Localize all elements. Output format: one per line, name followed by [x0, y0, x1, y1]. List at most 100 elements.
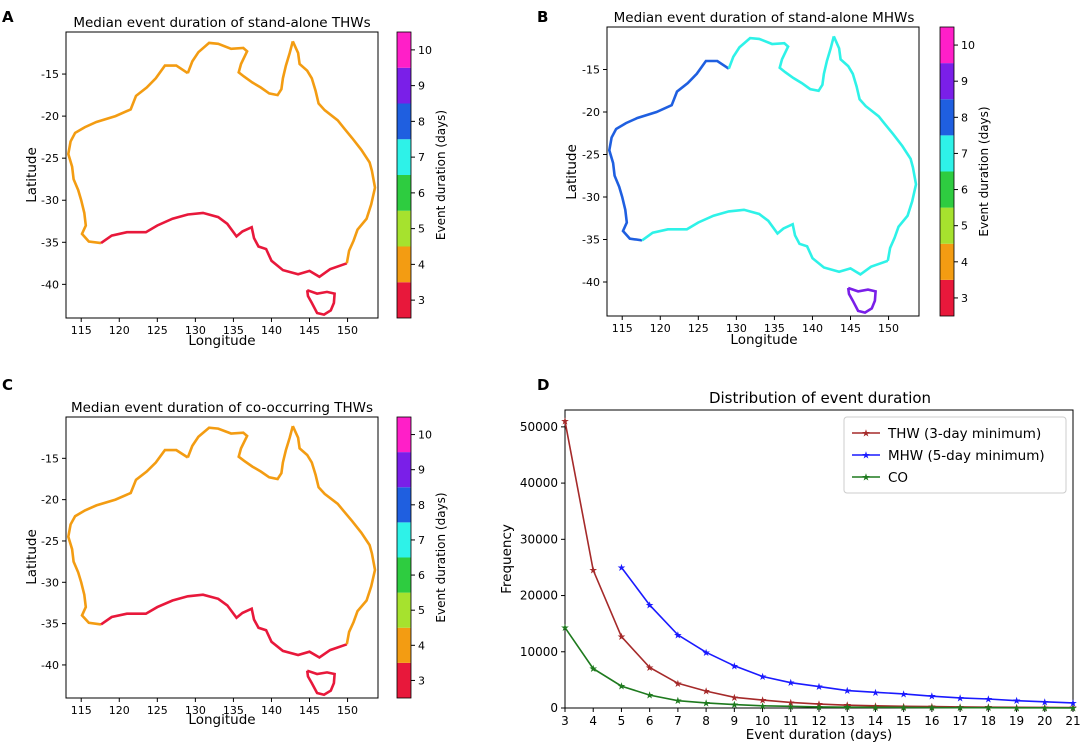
coastline-north — [186, 425, 295, 481]
map-title: Median event duration of stand-alone THW… — [73, 15, 370, 31]
coastline-north — [186, 40, 295, 97]
data-point: ★ — [843, 703, 852, 714]
map-xlabel: Longitude — [188, 333, 255, 349]
x-tick-label: 5 — [618, 714, 626, 728]
x-tick-label: 3 — [561, 714, 569, 728]
data-point: ★ — [673, 679, 682, 690]
map-panel-b: Median event duration of stand-alone MHW… — [564, 10, 991, 348]
colorbar-segment — [397, 103, 411, 140]
data-point: ★ — [702, 687, 711, 698]
data-point: ★ — [786, 698, 795, 709]
colorbar-tick-label: 3 — [961, 292, 968, 305]
chart-title: Distribution of event duration — [709, 389, 931, 407]
data-point: ★ — [815, 682, 824, 693]
legend-box — [843, 416, 1067, 494]
y-tick-label: -15 — [582, 64, 600, 77]
data-point: ★ — [758, 672, 767, 683]
map-panel-c: Median event duration of co-occurring TH… — [24, 400, 448, 728]
coastline-south — [100, 211, 348, 279]
x-tick-label: 135 — [764, 322, 785, 335]
x-tick-label: 150 — [337, 704, 358, 717]
data-point: ★ — [617, 563, 626, 574]
colorbar-segment — [397, 592, 411, 628]
colorbar-segment — [397, 417, 411, 453]
colorbar-tick-label: 5 — [961, 220, 968, 233]
x-tick-label: 115 — [612, 322, 633, 335]
line-chart-panel-d: Distribution of event duration 3 4 5 6 7 8 9 10… — [499, 389, 1081, 743]
legend-marker: ★ — [862, 429, 871, 440]
x-tick-label: 21 — [1065, 714, 1080, 728]
chart-series: ★★★★★★★ ★ ★ ★ ★ ★ ★ ★ ★ ★ ★ ★ ★★★★★★★★ ★ ★ ★ ★ ★ ★ ★ ★ ★ ★★★★★… — [561, 417, 1078, 715]
colorbar-frame — [939, 26, 955, 317]
y-tick-label: 0 — [550, 701, 558, 715]
data-point: ★ — [561, 623, 570, 634]
y-tick-label: 50000 — [520, 420, 558, 434]
coastline-tasmania — [305, 288, 336, 316]
data-point: ★ — [899, 689, 908, 700]
legend-label: MHW (5-day minimum) — [888, 448, 1045, 464]
x-tick-label: 10 — [755, 714, 770, 728]
x-tick-label: 8 — [702, 714, 710, 728]
x-tick-label: 4 — [589, 714, 597, 728]
coastline-east — [291, 40, 377, 264]
y-tick-label: -20 — [41, 494, 59, 507]
data-point: ★ — [927, 692, 936, 703]
data-point: ★ — [617, 682, 626, 693]
data-point: ★ — [786, 702, 795, 713]
data-point: ★ — [758, 696, 767, 707]
coastline — [66, 40, 377, 316]
colorbar-tick-label: 5 — [418, 223, 425, 236]
y-tick-label: 40000 — [520, 476, 558, 490]
colorbar-segment — [397, 282, 411, 318]
map-frame — [65, 31, 379, 319]
colorbar-segment — [940, 279, 954, 316]
data-point: ★ — [702, 648, 711, 659]
y-tick-label: -40 — [41, 278, 59, 291]
colorbar-segment — [397, 139, 411, 175]
legend-marker: ★ — [862, 473, 871, 484]
colorbar-segment — [940, 207, 954, 244]
data-point: ★ — [927, 703, 936, 714]
y-tick-label: 10000 — [520, 645, 558, 659]
map-frame — [606, 26, 920, 317]
map-title: Median event duration of co-occurring TH… — [71, 400, 373, 416]
x-tick-label: 140 — [261, 324, 282, 337]
y-tick-label: -20 — [582, 106, 600, 119]
y-tick-label: -35 — [41, 618, 59, 631]
x-tick-label: 6 — [646, 714, 654, 728]
colorbar-tick-label: 10 — [418, 44, 432, 57]
coastline — [66, 425, 377, 697]
x-tick-label: 150 — [337, 324, 358, 337]
data-point: ★ — [871, 688, 880, 699]
data-point: ★ — [815, 700, 824, 711]
series-line-1 — [620, 566, 1074, 704]
x-tick-label: 13 — [840, 714, 855, 728]
colorbar: 3 4 5 6 7 8 9 10 Event duration (days) — [396, 416, 448, 699]
panel-letter-d: D — [537, 376, 549, 394]
data-point: ★ — [815, 702, 824, 713]
x-tick-label: 145 — [840, 322, 861, 335]
colorbar-segment — [940, 171, 954, 208]
colorbar-tick-label: 3 — [418, 674, 425, 687]
colorbar-segment — [397, 627, 411, 663]
colorbar-tick-label: 4 — [418, 639, 425, 652]
data-point: ★ — [1012, 703, 1021, 714]
x-tick-label: 125 — [147, 324, 168, 337]
colorbar-label: Event duration (days) — [434, 492, 448, 622]
y-tick-label: -25 — [582, 149, 600, 162]
coastline-tasmania — [846, 286, 877, 314]
colorbar-segment — [397, 452, 411, 488]
x-tick-label: 14 — [868, 714, 883, 728]
x-tick-label: 145 — [299, 324, 320, 337]
colorbar-segment — [397, 32, 411, 68]
data-point: ★ — [1069, 703, 1078, 714]
x-tick-label: 11 — [783, 714, 798, 728]
colorbar-label: Event duration (days) — [977, 106, 991, 236]
coastline — [607, 35, 918, 314]
colorbar-segment — [397, 67, 411, 104]
colorbar-tick-label: 9 — [418, 80, 425, 93]
x-tick-label: 135 — [223, 704, 244, 717]
data-point: ★ — [645, 663, 654, 674]
colorbar-tick-label: 7 — [418, 534, 425, 547]
